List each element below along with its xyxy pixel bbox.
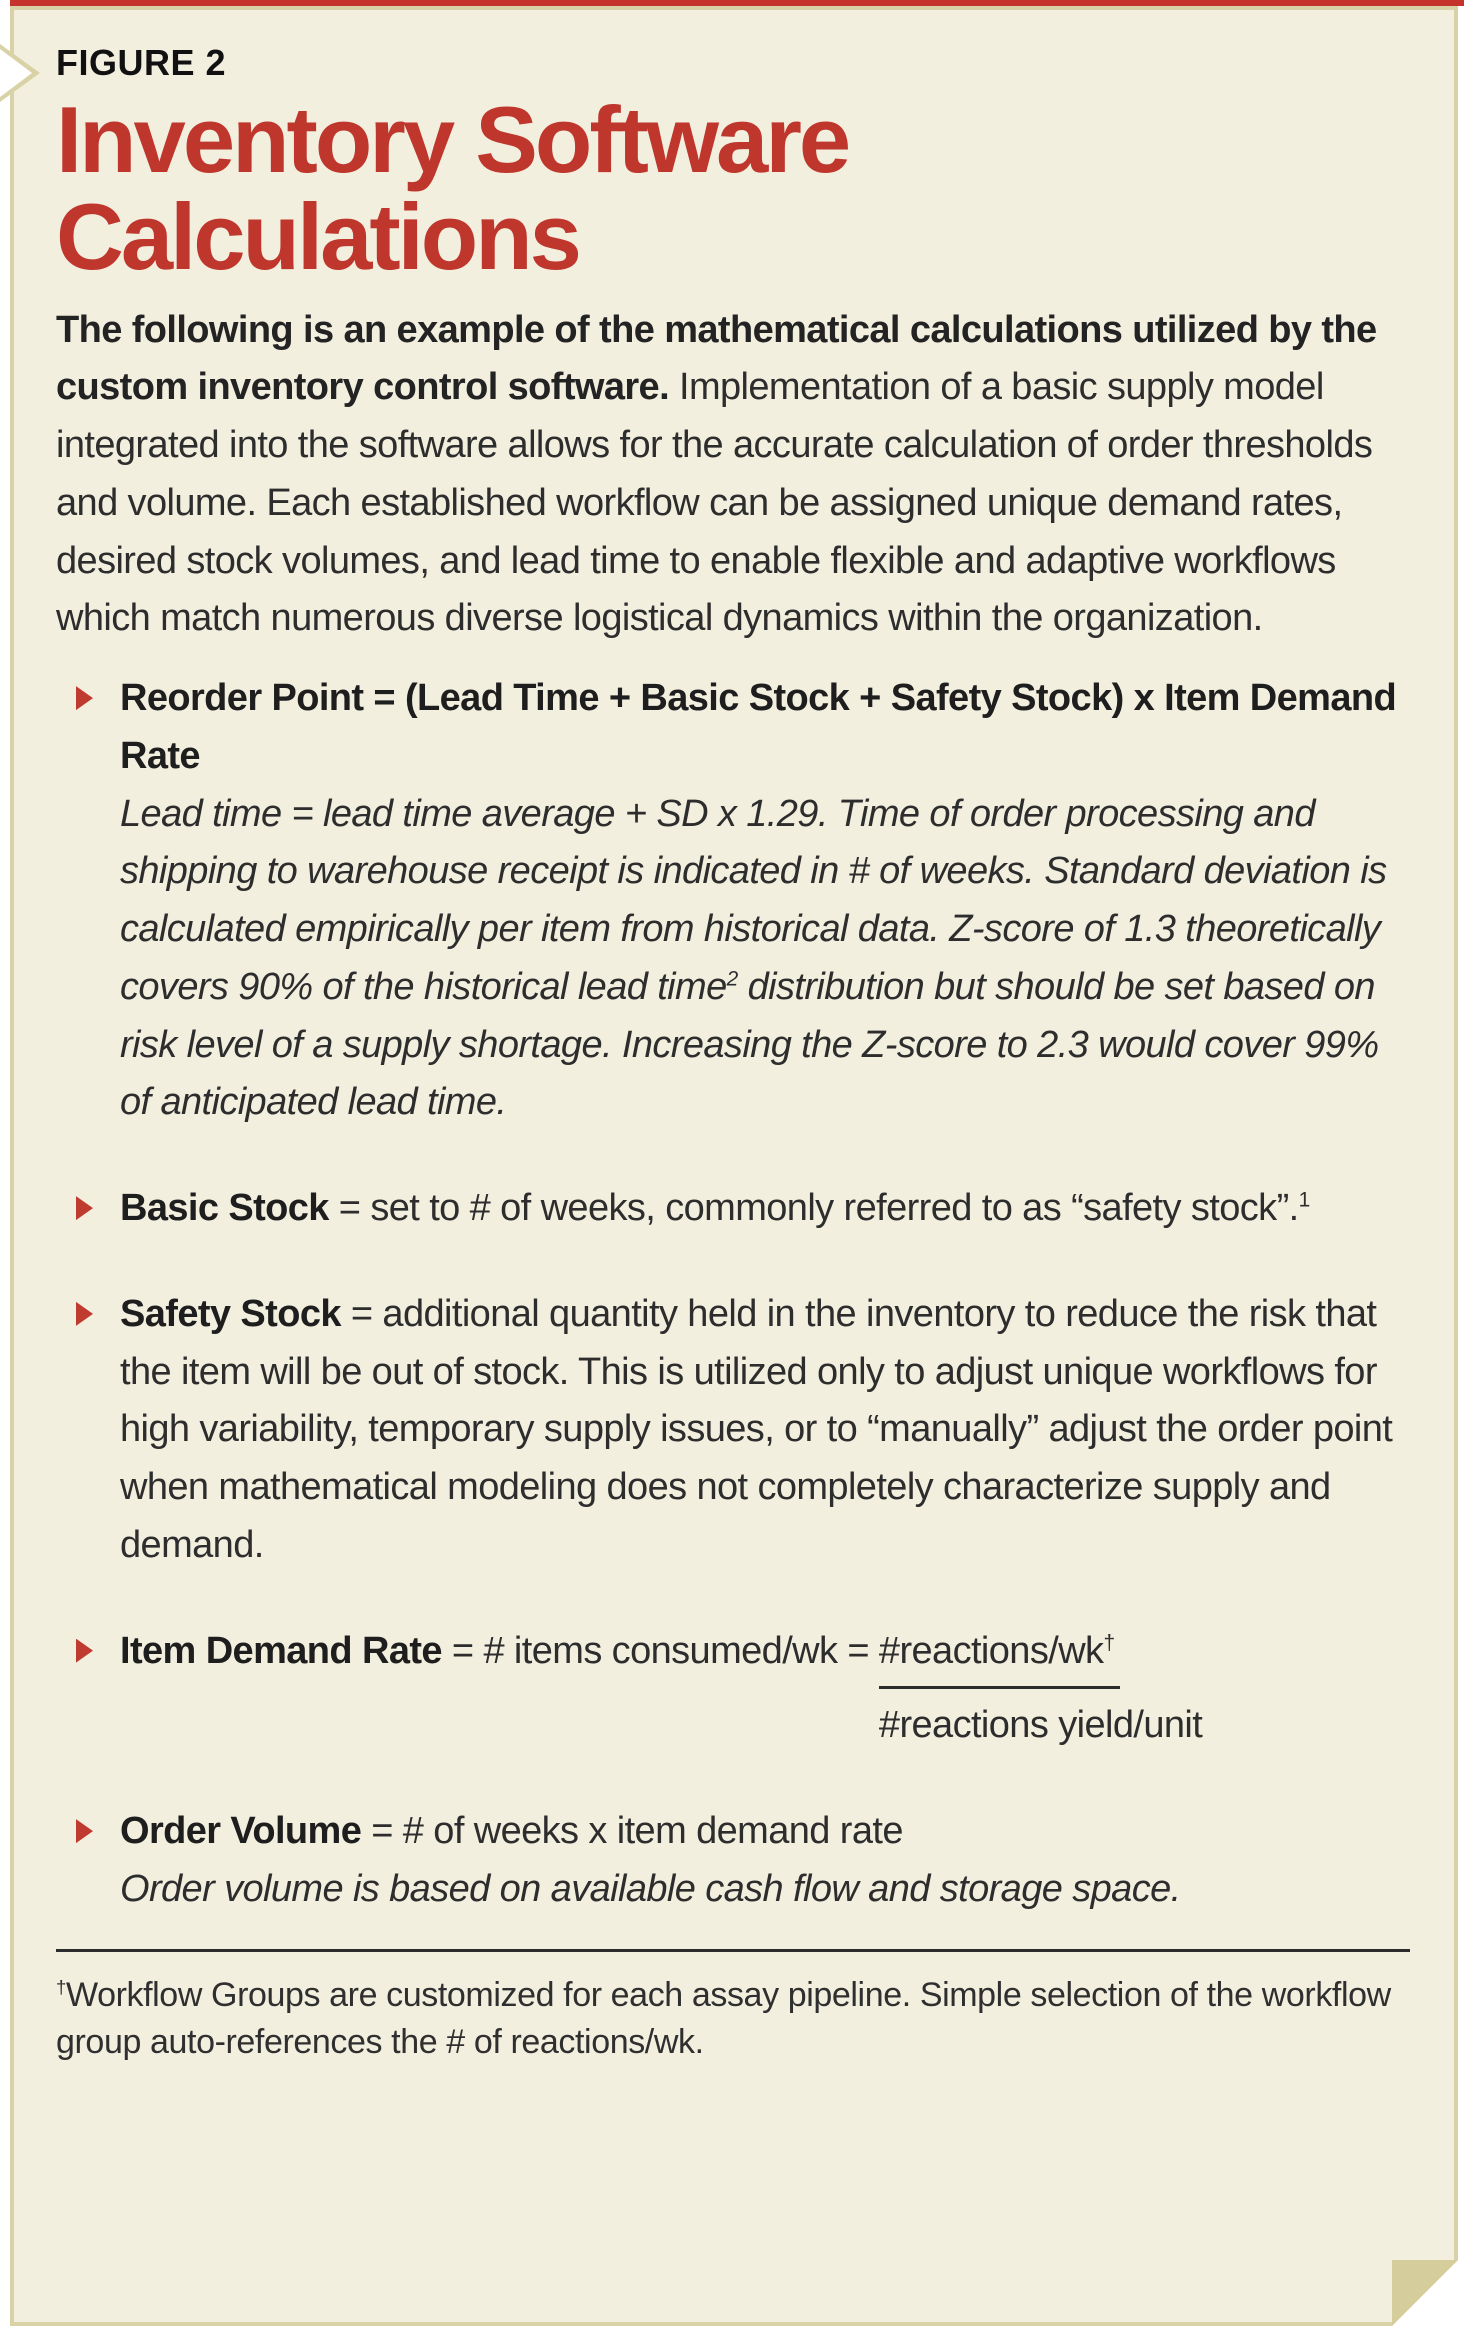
- item-demand-rate-text: = # items consumed/wk =: [441, 1629, 879, 1672]
- figure-title: Inventory Software Calculations: [56, 87, 849, 289]
- figure-content: FIGURE 2 Inventory Software Calculations…: [14, 10, 1454, 2322]
- top-accent-bar: [10, 0, 1464, 6]
- bullet-item-demand-rate: Item Demand Rate = # items consumed/wk =…: [56, 1623, 1410, 1756]
- safety-stock-term: Safety Stock: [120, 1292, 341, 1335]
- intro-lead-sentence: The following is an example of the mathe…: [56, 308, 1377, 409]
- bullet-arrow-icon: [76, 1196, 93, 1220]
- reorder-note-text-1: Lead time = lead time average + SD x 1.2…: [120, 792, 1387, 1008]
- bullet-arrow-icon: [76, 1639, 93, 1663]
- footnote: †Workflow Groups are customized for each…: [56, 1972, 1410, 2066]
- reorder-note-superscript: 2: [726, 967, 738, 991]
- folded-corner: [1392, 2260, 1458, 2326]
- bullet-arrow-icon: [76, 686, 93, 710]
- basic-stock-body: Basic Stock = set to # of weeks, commonl…: [120, 1180, 1410, 1238]
- safety-stock-body: Safety Stock = additional quantity held …: [120, 1286, 1410, 1575]
- reorder-point-body: Reorder Point = (Lead Time + Basic Stock…: [120, 670, 1410, 1132]
- item-demand-rate-term: Item Demand Rate: [120, 1629, 442, 1672]
- demand-rate-fraction: #reactions/wk† #reactions yield/unit: [879, 1623, 1202, 1756]
- item-demand-rate-body: Item Demand Rate = # items consumed/wk =…: [120, 1623, 1410, 1756]
- order-volume-body: Order Volume = # of weeks x item demand …: [120, 1803, 1410, 1919]
- bullet-safety-stock: Safety Stock = additional quantity held …: [56, 1286, 1410, 1575]
- footnote-divider: [56, 1949, 1410, 1952]
- fraction-numerator-text: #reactions/wk: [878, 1629, 1104, 1672]
- basic-stock-term: Basic Stock: [120, 1187, 329, 1230]
- bullet-basic-stock: Basic Stock = set to # of weeks, commonl…: [56, 1180, 1410, 1238]
- intro-paragraph: The following is an example of the mathe…: [56, 302, 1410, 649]
- order-volume-text: = # of weeks x item demand rate: [361, 1810, 903, 1853]
- order-volume-term: Order Volume: [120, 1810, 362, 1853]
- bullet-reorder-point: Reorder Point = (Lead Time + Basic Stock…: [56, 670, 1410, 1132]
- reorder-point-formula: Reorder Point = (Lead Time + Basic Stock…: [120, 677, 1397, 777]
- safety-stock-text: = additional quantity held in the invent…: [120, 1292, 1393, 1566]
- bullet-order-volume: Order Volume = # of weeks x item demand …: [56, 1803, 1410, 1919]
- bullet-arrow-icon: [76, 1302, 93, 1326]
- basic-stock-text: = set to # of weeks, commonly referred t…: [328, 1187, 1299, 1230]
- basic-stock-superscript: 1: [1298, 1188, 1310, 1212]
- footnote-dagger-superscript: †: [56, 1976, 66, 1998]
- reorder-point-note: Lead time = lead time average + SD x 1.2…: [120, 786, 1410, 1133]
- fraction-dagger-superscript: †: [1103, 1630, 1115, 1654]
- fraction-denominator: #reactions yield/unit: [878, 1704, 1203, 1747]
- order-volume-note: Order volume is based on available cash …: [120, 1867, 1181, 1910]
- intro-body: Implementation of a basic supply model i…: [56, 366, 1373, 640]
- definition-list: Reorder Point = (Lead Time + Basic Stock…: [56, 670, 1410, 1919]
- fraction-numerator: #reactions/wk†: [879, 1623, 1121, 1690]
- figure-panel: FIGURE 2 Inventory Software Calculations…: [10, 6, 1458, 2326]
- footnote-text: Workflow Groups are customized for each …: [56, 1975, 1391, 2061]
- figure-label: FIGURE 2: [56, 42, 227, 83]
- bullet-arrow-icon: [76, 1819, 93, 1843]
- reorder-note-text-2: distribution but should be set based on …: [120, 965, 1379, 1124]
